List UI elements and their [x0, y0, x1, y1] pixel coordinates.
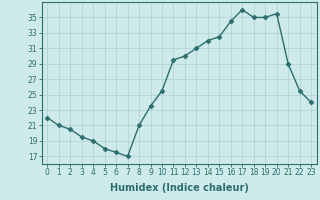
X-axis label: Humidex (Indice chaleur): Humidex (Indice chaleur)	[110, 183, 249, 193]
